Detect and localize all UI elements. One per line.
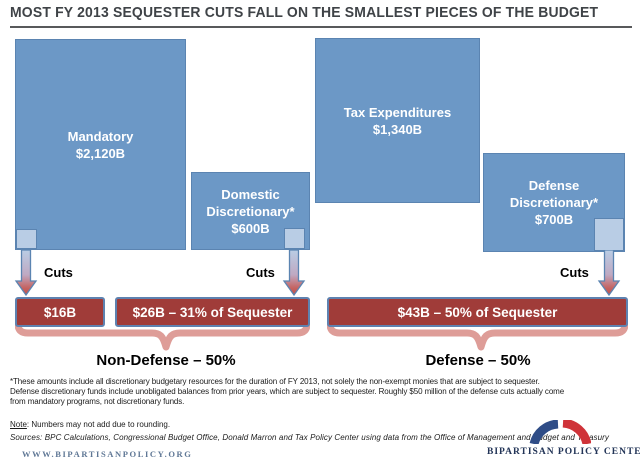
brace-defense [327, 323, 628, 351]
title-underline [10, 26, 632, 28]
bpc-arch-logo-icon [529, 420, 591, 444]
page-title: MOST FY 2013 SEQUESTER CUTS FALL ON THE … [10, 4, 599, 21]
box-amount: $2,120B [75, 145, 126, 161]
budget-box-mandatory: Mandatory $2,120B [15, 39, 186, 250]
footnote-line-3: from mandatory programs, not discretiona… [10, 397, 185, 406]
budget-box-tax-expenditures: Tax Expenditures $1,340B [315, 38, 480, 203]
box-amount: $700B [534, 212, 574, 227]
cut-bar-defense: $43B – 50% of Sequester [327, 297, 628, 327]
cuts-arrow-defense [597, 250, 621, 296]
box-label: Defense [528, 178, 580, 193]
box-label: Discretionary* [509, 195, 599, 210]
budget-box-domestic-discretionary: Domestic Discretionary* $600B [191, 172, 310, 250]
box-label: Tax Expenditures [343, 104, 452, 120]
box-label: Mandatory [67, 128, 134, 144]
group-label-defense: Defense – 50% [425, 352, 531, 369]
note-line: Note: Numbers may not add due to roundin… [10, 420, 170, 429]
cut-square-domestic [284, 228, 305, 249]
website-url: WWW.BIPARTISANPOLICY.ORG [22, 449, 193, 459]
group-label-non-defense: Non-Defense – 50% [96, 352, 236, 369]
footnote-line-2: Defense discretionary funds include unob… [10, 387, 565, 396]
note-label: Note [10, 420, 27, 429]
cuts-label-mandatory: Cuts [44, 265, 73, 280]
box-amount: $1,340B [372, 121, 423, 137]
organization-name: BIPARTISAN POLICY CENTER [487, 447, 640, 457]
cut-bar-mandatory: $16B [15, 297, 105, 327]
box-label: Domestic [221, 186, 280, 202]
note-text: : Numbers may not add due to rounding. [26, 420, 171, 429]
box-amount: $600B [231, 220, 270, 236]
cuts-arrow-domestic [282, 250, 306, 296]
cut-bar-non-defense-discretionary: $26B – 31% of Sequester [115, 297, 310, 327]
box-label: Discretionary* [206, 203, 295, 219]
cuts-label-domestic: Cuts [246, 265, 275, 280]
cuts-arrow-mandatory [14, 250, 38, 296]
cut-square-defense [594, 218, 624, 251]
brace-non-defense [15, 323, 310, 351]
cuts-label-defense: Cuts [560, 265, 589, 280]
cut-square-mandatory [16, 229, 37, 249]
footnote-line-1: *These amounts include all discretionary… [10, 377, 540, 386]
sources-line: Sources: BPC Calculations, Congressional… [10, 433, 610, 442]
